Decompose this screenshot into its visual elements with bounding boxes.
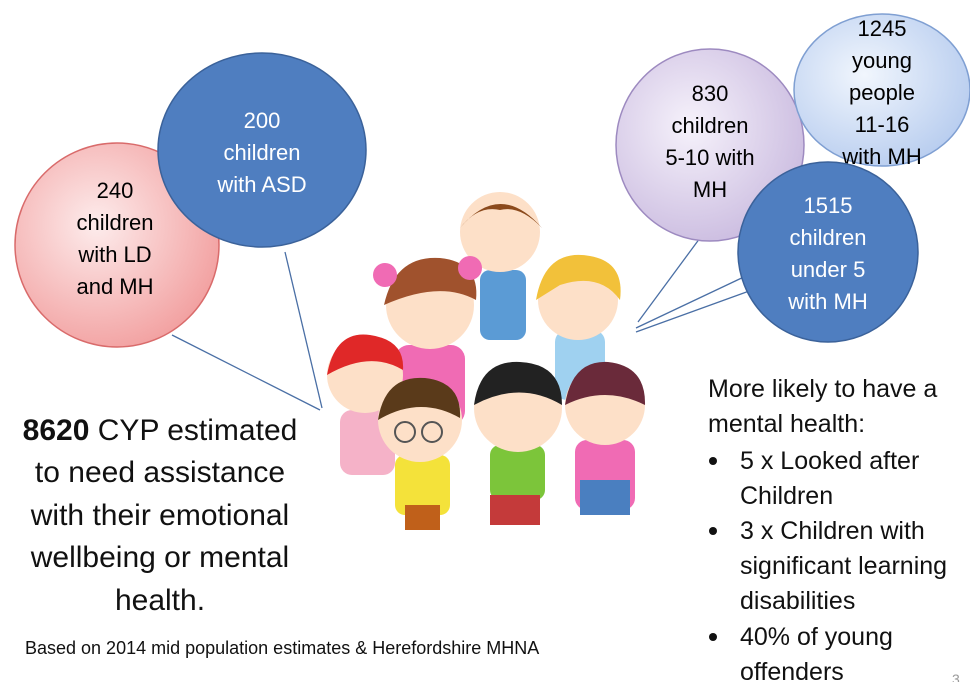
risk-heading: mental health:	[708, 410, 865, 438]
bubble-text: people	[849, 80, 915, 105]
slide: 240 children with LD and MH 200 children…	[0, 0, 970, 682]
risk-item: significant learning	[740, 552, 947, 580]
risk-heading: More likely to have a	[708, 375, 937, 403]
page: 240 children with LD and MH 200 children…	[0, 0, 970, 682]
footnote: Based on 2014 mid population estimates &…	[25, 638, 539, 658]
statement-line: wellbeing or mental	[30, 541, 289, 574]
bubble-text: 240	[97, 178, 134, 203]
bubble-text: with LD	[77, 242, 151, 267]
bubble-text: 11-16	[855, 112, 910, 137]
statement-line: 8620 CYP estimated	[23, 414, 298, 447]
statement-text: CYP estimated	[98, 414, 298, 447]
bubble-text: under 5	[791, 257, 866, 282]
bubble-text: 1515	[804, 193, 853, 218]
risk-item: 3 x Children with	[740, 517, 925, 545]
risk-list: More likely to have a mental health: 5 x…	[708, 375, 947, 682]
bullet	[709, 633, 717, 641]
bubble-text: young	[852, 48, 912, 73]
statement-line: health.	[115, 584, 205, 617]
bubble-text: and MH	[76, 274, 153, 299]
bubble-text: 830	[692, 81, 729, 106]
bubble-text: with MH	[787, 289, 867, 314]
bubble-text: 5-10 with	[665, 145, 754, 170]
statement-line: with their emotional	[30, 499, 289, 532]
page-number: 3	[952, 671, 960, 682]
risk-item: disabilities	[740, 587, 855, 615]
risk-item: Children	[740, 482, 833, 510]
children-illustration	[327, 192, 670, 540]
bubble-text: MH	[693, 177, 727, 202]
statement: 8620 CYP estimated to need assistance wi…	[23, 414, 298, 617]
risk-item: 5 x Looked after	[740, 447, 919, 475]
bubble-text: children	[789, 225, 866, 250]
risk-item: 40% of young	[740, 623, 893, 651]
statement-number: 8620	[23, 414, 90, 447]
bullet	[709, 457, 717, 465]
bubble-text: children	[76, 210, 153, 235]
bullet	[709, 527, 717, 535]
bubble-text: 1245	[858, 16, 907, 41]
bubble: 200 children with ASD	[158, 53, 366, 247]
statement-line: to need assistance	[35, 456, 285, 489]
bubble-text: children	[223, 140, 300, 165]
bubble: 1515 children under 5 with MH	[738, 162, 918, 342]
bubble-text: with ASD	[216, 172, 306, 197]
bubble: 1245 young people 11-16 with MH	[794, 14, 970, 169]
bubble-text: 200	[244, 108, 281, 133]
risk-item: offenders	[740, 658, 844, 682]
bubble-text: children	[671, 113, 748, 138]
